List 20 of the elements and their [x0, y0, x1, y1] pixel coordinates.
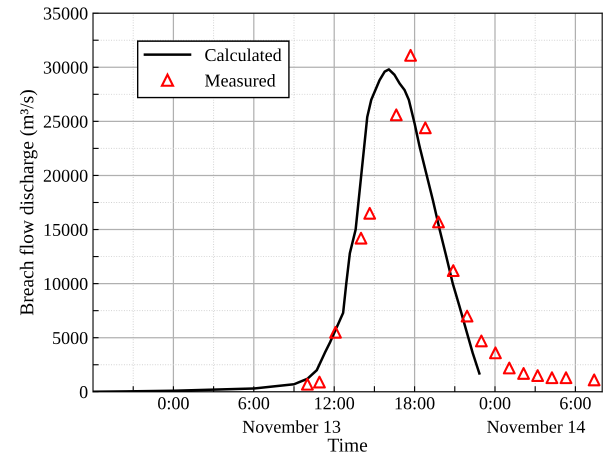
x-axis-title: Time [328, 438, 368, 452]
x-tick-label: 6:00 [238, 397, 270, 410]
x-tick-label: 0:00 [158, 397, 189, 410]
y-tick-label: 25000 [44, 116, 88, 128]
legend-label: Calculated [205, 48, 282, 62]
x-tick-label: 18:00 [396, 397, 434, 410]
y-tick-label: 0 [80, 386, 88, 398]
text: November 14 [487, 420, 586, 433]
x-tick-label: 6:00 [560, 397, 591, 410]
y-tick-label: 20000 [44, 170, 88, 182]
y-tick-label: 10000 [44, 278, 88, 290]
y-tick-label: 35000 [44, 7, 88, 20]
x-tick-label: 0:00 [480, 397, 510, 410]
x-tick-label: 12:00 [315, 397, 354, 410]
y-tick-label: 30000 [44, 62, 88, 74]
y-axis-title: Breach flow discharge (m³/s) [20, 90, 38, 316]
text: November 13 [242, 420, 340, 433]
legend-label: Measured [205, 74, 276, 87]
y-tick-label: 5000 [53, 332, 88, 344]
y-tick-label: 15000 [44, 224, 88, 236]
